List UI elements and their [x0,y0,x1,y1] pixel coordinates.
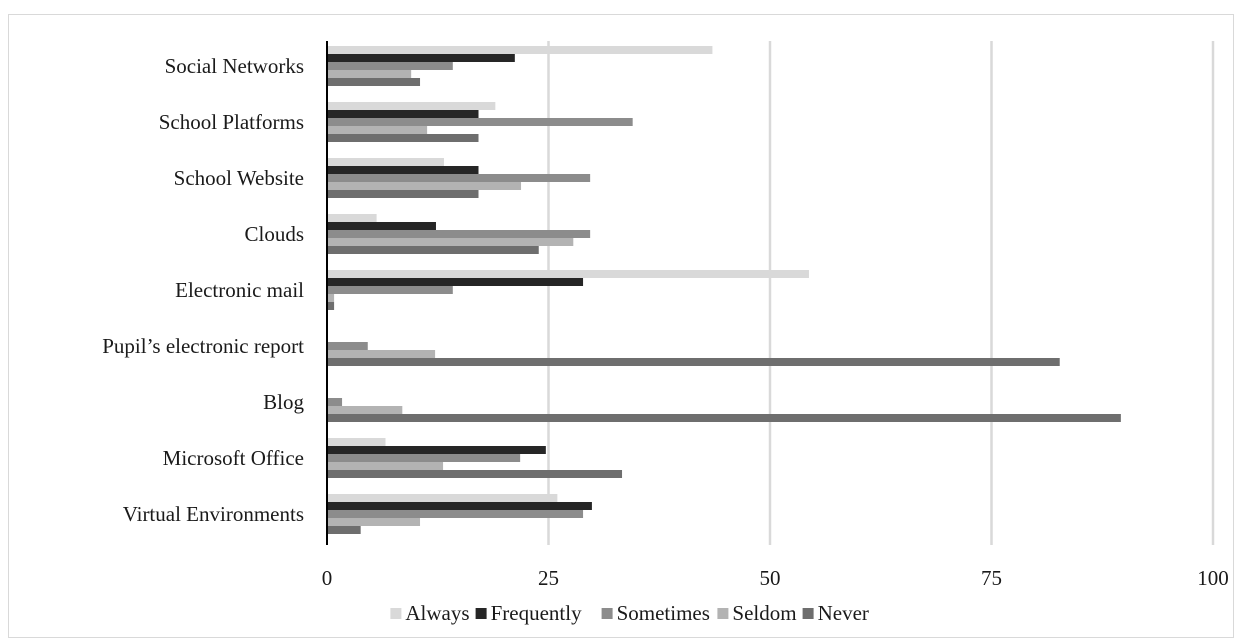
bar-seldom-4 [327,238,574,246]
bar-sometimes-6 [327,342,368,350]
x-tick-label: 75 [981,566,1002,590]
bar-sometimes-5 [327,286,453,294]
bar-seldom-6 [327,350,436,358]
bar-sometimes-3 [327,174,591,182]
legend-label-frequently: Frequently [491,601,582,625]
x-tick-label: 0 [322,566,333,590]
bar-frequently-5 [327,278,584,286]
bar-never-5 [327,302,335,310]
category-label: Clouds [244,222,304,246]
bar-sometimes-7 [327,398,343,406]
bar-always-9 [327,494,558,502]
bar-frequently-3 [327,166,479,174]
bar-always-5 [327,270,809,278]
legend: Always Frequently Sometimes Seldom Never [390,601,869,625]
category-labels: Social Networks School Platforms School We… [102,54,304,526]
category-label: Virtual Environments [123,502,304,526]
bar-never-4 [327,246,539,254]
bar-seldom-8 [327,462,444,470]
x-tick-label: 100 [1197,566,1229,590]
bars [327,46,1121,534]
bar-never-1 [327,78,421,86]
bar-seldom-3 [327,182,522,190]
legend-swatch-sometimes [601,608,613,619]
bar-frequently-9 [327,502,592,510]
gridlines [547,41,1215,545]
bar-seldom-2 [327,126,428,134]
category-label: Microsoft Office [163,446,304,470]
bar-seldom-9 [327,518,421,526]
bar-sometimes-4 [327,230,591,238]
x-tick-label: 50 [760,566,781,590]
bar-never-3 [327,190,479,198]
bar-always-1 [327,46,713,54]
bar-never-2 [327,134,479,142]
category-label: School Website [174,166,304,190]
bar-never-9 [327,526,361,534]
category-label: Pupil’s electronic report [102,334,304,358]
bar-always-4 [327,214,377,222]
category-label: Blog [263,390,304,414]
bar-sometimes-8 [327,454,521,462]
bar-always-3 [327,158,444,166]
x-tick-label: 25 [538,566,559,590]
bar-always-2 [327,102,496,110]
legend-swatch-seldom [717,608,729,619]
legend-label-sometimes: Sometimes [617,601,710,625]
tick-labels: 0 25 50 75 100 [322,566,1229,590]
legend-label-seldom: Seldom [732,601,796,625]
bar-frequently-4 [327,222,436,230]
bar-never-6 [327,358,1060,366]
bar-always-8 [327,438,386,446]
category-label: Electronic mail [175,278,304,302]
bar-frequently-1 [327,54,515,62]
category-label: Social Networks [165,54,304,78]
bar-seldom-7 [327,406,403,414]
legend-swatch-never [802,608,814,619]
bar-never-8 [327,470,623,478]
bar-sometimes-9 [327,510,584,518]
bar-seldom-5 [327,294,335,302]
legend-swatch-frequently [475,608,487,619]
bar-seldom-1 [327,70,412,78]
bar-frequently-2 [327,110,479,118]
legend-swatch-always [390,608,402,619]
bar-never-7 [327,414,1121,422]
legend-label-never: Never [818,601,869,625]
category-label: School Platforms [159,110,304,134]
legend-label-always: Always [405,601,469,625]
bar-sometimes-1 [327,62,453,70]
bar-frequently-8 [327,446,546,454]
bar-sometimes-2 [327,118,633,126]
